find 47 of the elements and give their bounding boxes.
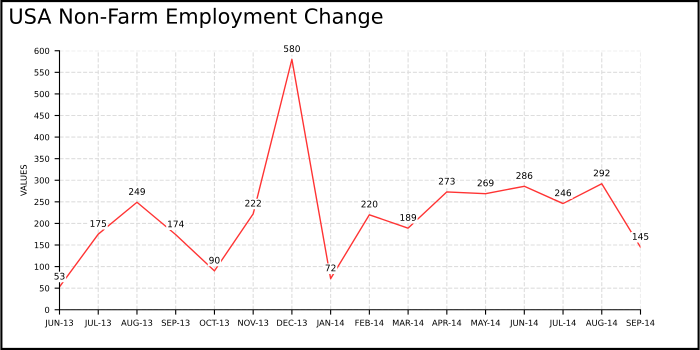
data-label: 72 — [326, 264, 336, 272]
x-tick-label: NOV-13 — [238, 320, 268, 326]
data-label: 249 — [129, 188, 145, 195]
y-tick-label: 450 — [34, 112, 50, 119]
data-label: 580 — [284, 45, 300, 52]
y-tick-label: 300 — [34, 177, 50, 184]
data-label: 175 — [90, 220, 106, 227]
x-tick-label: AUG-13 — [121, 320, 152, 326]
y-tick-label: 0 — [45, 306, 50, 314]
x-tick-label: JUL-13 — [84, 320, 111, 328]
y-tick-label: 50 — [40, 285, 50, 292]
x-tick-label: MAR-14 — [392, 320, 424, 326]
x-tick-label: FEB-14 — [355, 320, 384, 326]
data-label: 222 — [245, 200, 261, 206]
data-label: 220 — [361, 200, 378, 208]
y-tick-label: 100 — [34, 264, 50, 270]
data-label: 269 — [478, 180, 494, 186]
x-tick-label: APR-14 — [432, 320, 462, 326]
chart-title: USA Non-Farm Employment Change — [10, 8, 382, 28]
x-tick-label: JAN-14 — [316, 320, 344, 328]
x-tick-label: JUN-14 — [510, 320, 538, 328]
y-tick-label: 150 — [34, 242, 50, 248]
data-label: 292 — [594, 170, 610, 176]
x-tick-label: MAY-14 — [471, 320, 500, 326]
x-tick-label: OCT-13 — [200, 320, 229, 326]
data-label: 90 — [209, 256, 220, 264]
x-tick-label: JUL-14 — [549, 320, 576, 328]
y-tick-label: 600 — [34, 48, 50, 54]
data-label: 145 — [632, 233, 648, 240]
y-tick-label: 350 — [34, 156, 50, 162]
data-label: 53 — [54, 272, 65, 280]
x-tick-label: AUG-14 — [586, 320, 618, 326]
x-tick-label: SEP-13 — [162, 320, 190, 326]
data-label: 174 — [168, 220, 184, 228]
y-tick-label: 200 — [34, 220, 50, 227]
y-tick-label: 250 — [34, 198, 50, 206]
y-tick-label: 400 — [34, 134, 50, 140]
data-label: 273 — [438, 178, 455, 185]
y-tick-label: 500 — [34, 90, 50, 98]
x-tick-label: DEC-13 — [277, 320, 307, 326]
data-label: 246 — [555, 189, 572, 196]
y-tick-label: 550 — [34, 69, 50, 76]
x-tick-label: SEP-14 — [626, 320, 655, 326]
x-tick-label: JUN-13 — [44, 320, 74, 328]
data-label: 189 — [400, 214, 416, 221]
data-label: 286 — [516, 172, 532, 179]
y-axis-title: VALUES — [20, 164, 27, 196]
